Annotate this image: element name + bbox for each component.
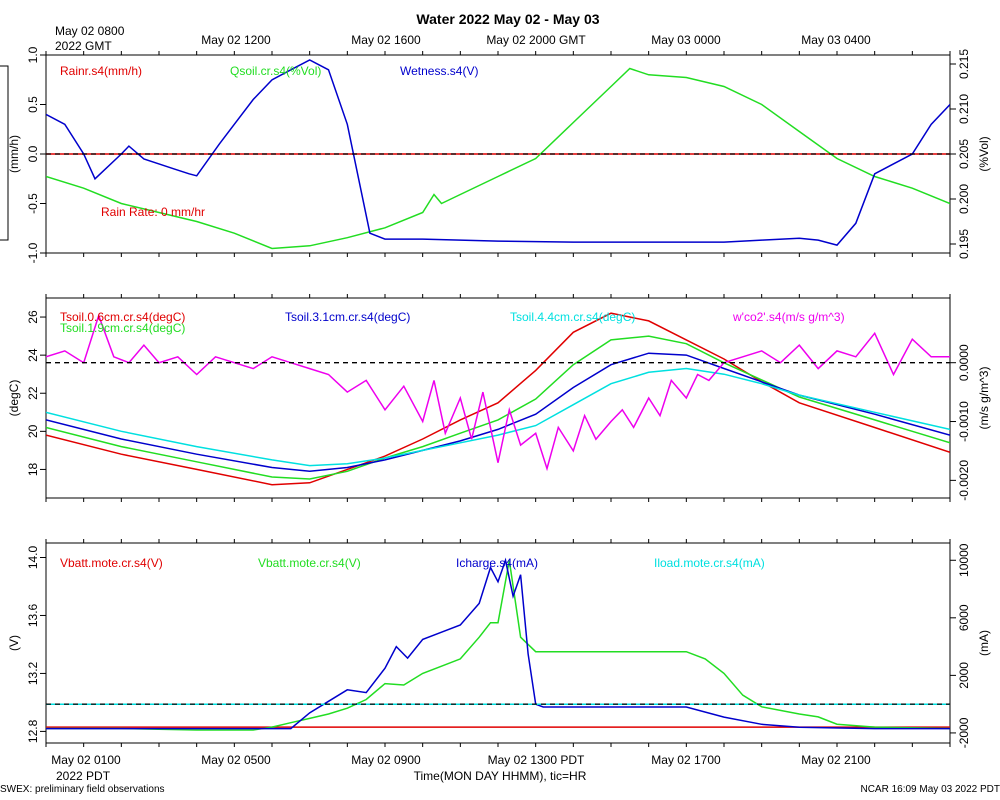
- y-axis-label-left: (mm/h): [7, 135, 21, 173]
- y-tick-label-left: 18: [26, 462, 40, 476]
- bottom-axis-tick-label: May 02 0500: [201, 753, 271, 767]
- top-axis-tick-label: May 02 1200: [201, 33, 271, 47]
- y-tick-label-left: 13.2: [26, 661, 40, 685]
- series-line: [46, 312, 950, 486]
- top-axis-tick-label: May 02 1600: [351, 33, 421, 47]
- bottom-axis-first-label: May 02 0100: [51, 753, 121, 767]
- series-line: [46, 560, 950, 731]
- legend-entry: Tsoil.1.9cm.cr.s4(degC): [60, 321, 185, 335]
- y-tick-label-left: 20: [26, 424, 40, 438]
- y-axis-label-right: (m/s g/m^3): [977, 367, 991, 430]
- y-tick-label-right: 0.210: [957, 94, 971, 124]
- series-line: [46, 352, 950, 473]
- y-tick-label-left: 12.8: [26, 719, 40, 743]
- y-tick-label-right: 0.0000: [957, 344, 971, 381]
- rain-rate-annotation: Rain Rate: 0 mm/hr: [101, 205, 205, 219]
- bottom-axis-tick-label: May 02 2100: [801, 753, 871, 767]
- y-axis-label-right: (mA): [977, 630, 991, 656]
- bottom-axis-tick-label: May 02 0900: [351, 753, 421, 767]
- y-tick-label-left: 1.0: [26, 46, 40, 63]
- y-tick-label-left: 0.5: [26, 96, 40, 113]
- y-tick-label-right: 0.205: [957, 139, 971, 169]
- legend-entry: Tsoil.3.1cm.cr.s4(degC): [285, 310, 410, 324]
- y-tick-label-right: -2000: [957, 717, 971, 748]
- y-tick-label-right: 0.195: [957, 229, 971, 259]
- legend-entry: Tsoil.0.6cm.cr.s4(degC): [60, 310, 185, 324]
- top-axis-tick-label: May 03 0000: [651, 33, 721, 47]
- footer-right: NCAR 16:09 May 03 2022 PDT: [860, 784, 1000, 795]
- bottom-axis-tick-label: May 02 1700: [651, 753, 721, 767]
- legend-entry: Tsoil.4.4cm.cr.s4(degC): [510, 310, 635, 324]
- y-tick-label-left: 14.0: [26, 545, 40, 569]
- y-tick-label-right: 0.215: [957, 49, 971, 79]
- legend-box-fragment: [0, 65, 9, 241]
- bottom-axis-first-sub: 2022 PDT: [56, 769, 111, 783]
- y-tick-label-right: -0.0020: [957, 460, 971, 501]
- top-axis-tick-label: May 03 0400: [801, 33, 871, 47]
- series-line: [46, 367, 950, 467]
- y-tick-label-left: -0.5: [26, 193, 40, 214]
- y-tick-label-left: 26: [26, 310, 40, 324]
- legend-entry: Iload.mote.cr.s4(mA): [654, 556, 765, 570]
- legend-entry: Vbatt.mote.cr.s4(V): [60, 556, 163, 570]
- series-line: [46, 557, 950, 730]
- legend-entry: Icharge.s4(mA): [456, 556, 538, 570]
- chart-title: Water 2022 May 02 - May 03: [416, 11, 599, 27]
- top-axis-first-sub: 2022 GMT: [55, 39, 112, 53]
- y-tick-label-left: 0.0: [26, 145, 40, 162]
- legend-entry: Wetness.s4(V): [400, 64, 478, 78]
- y-axis-label-left: (degC): [7, 380, 21, 417]
- y-tick-label-left: 13.6: [26, 603, 40, 627]
- plot-frame: [45, 542, 951, 744]
- y-axis-label-right: (%Vol): [977, 136, 991, 171]
- series-line: [46, 313, 950, 472]
- bottom-axis-tick-label: May 02 1300 PDT: [488, 753, 585, 767]
- y-axis-label-left: (V): [7, 635, 21, 651]
- legend-entry: Qsoil.cr.s4(%Vol): [230, 64, 321, 78]
- y-tick-label-right: 0.200: [957, 184, 971, 214]
- legend-entry: Rainr.s4(mm/h): [60, 64, 142, 78]
- series-line: [46, 335, 950, 480]
- y-tick-label-left: 22: [26, 386, 40, 400]
- y-tick-label-right: -0.0010: [957, 401, 971, 442]
- legend-entry: Vbatt.mote.cr.s4(V): [258, 556, 361, 570]
- top-axis-tick-label: May 02 2000 GMT: [486, 33, 586, 47]
- series-line: [46, 67, 950, 250]
- footer-left: SWEX: preliminary field observations: [0, 784, 165, 795]
- top-axis-first-label: May 02 0800: [55, 24, 125, 38]
- y-tick-label-left: -1.0: [26, 242, 40, 263]
- y-tick-label-right: 2000: [957, 662, 971, 689]
- y-tick-label-left: 24: [26, 348, 40, 362]
- y-tick-label-right: 10000: [957, 543, 971, 577]
- x-axis-label: Time(MON DAY HHMM), tic=HR: [414, 769, 587, 783]
- y-tick-label-right: 6000: [957, 604, 971, 631]
- legend-entry: w'co2'.s4(m/s g/m^3): [732, 310, 845, 324]
